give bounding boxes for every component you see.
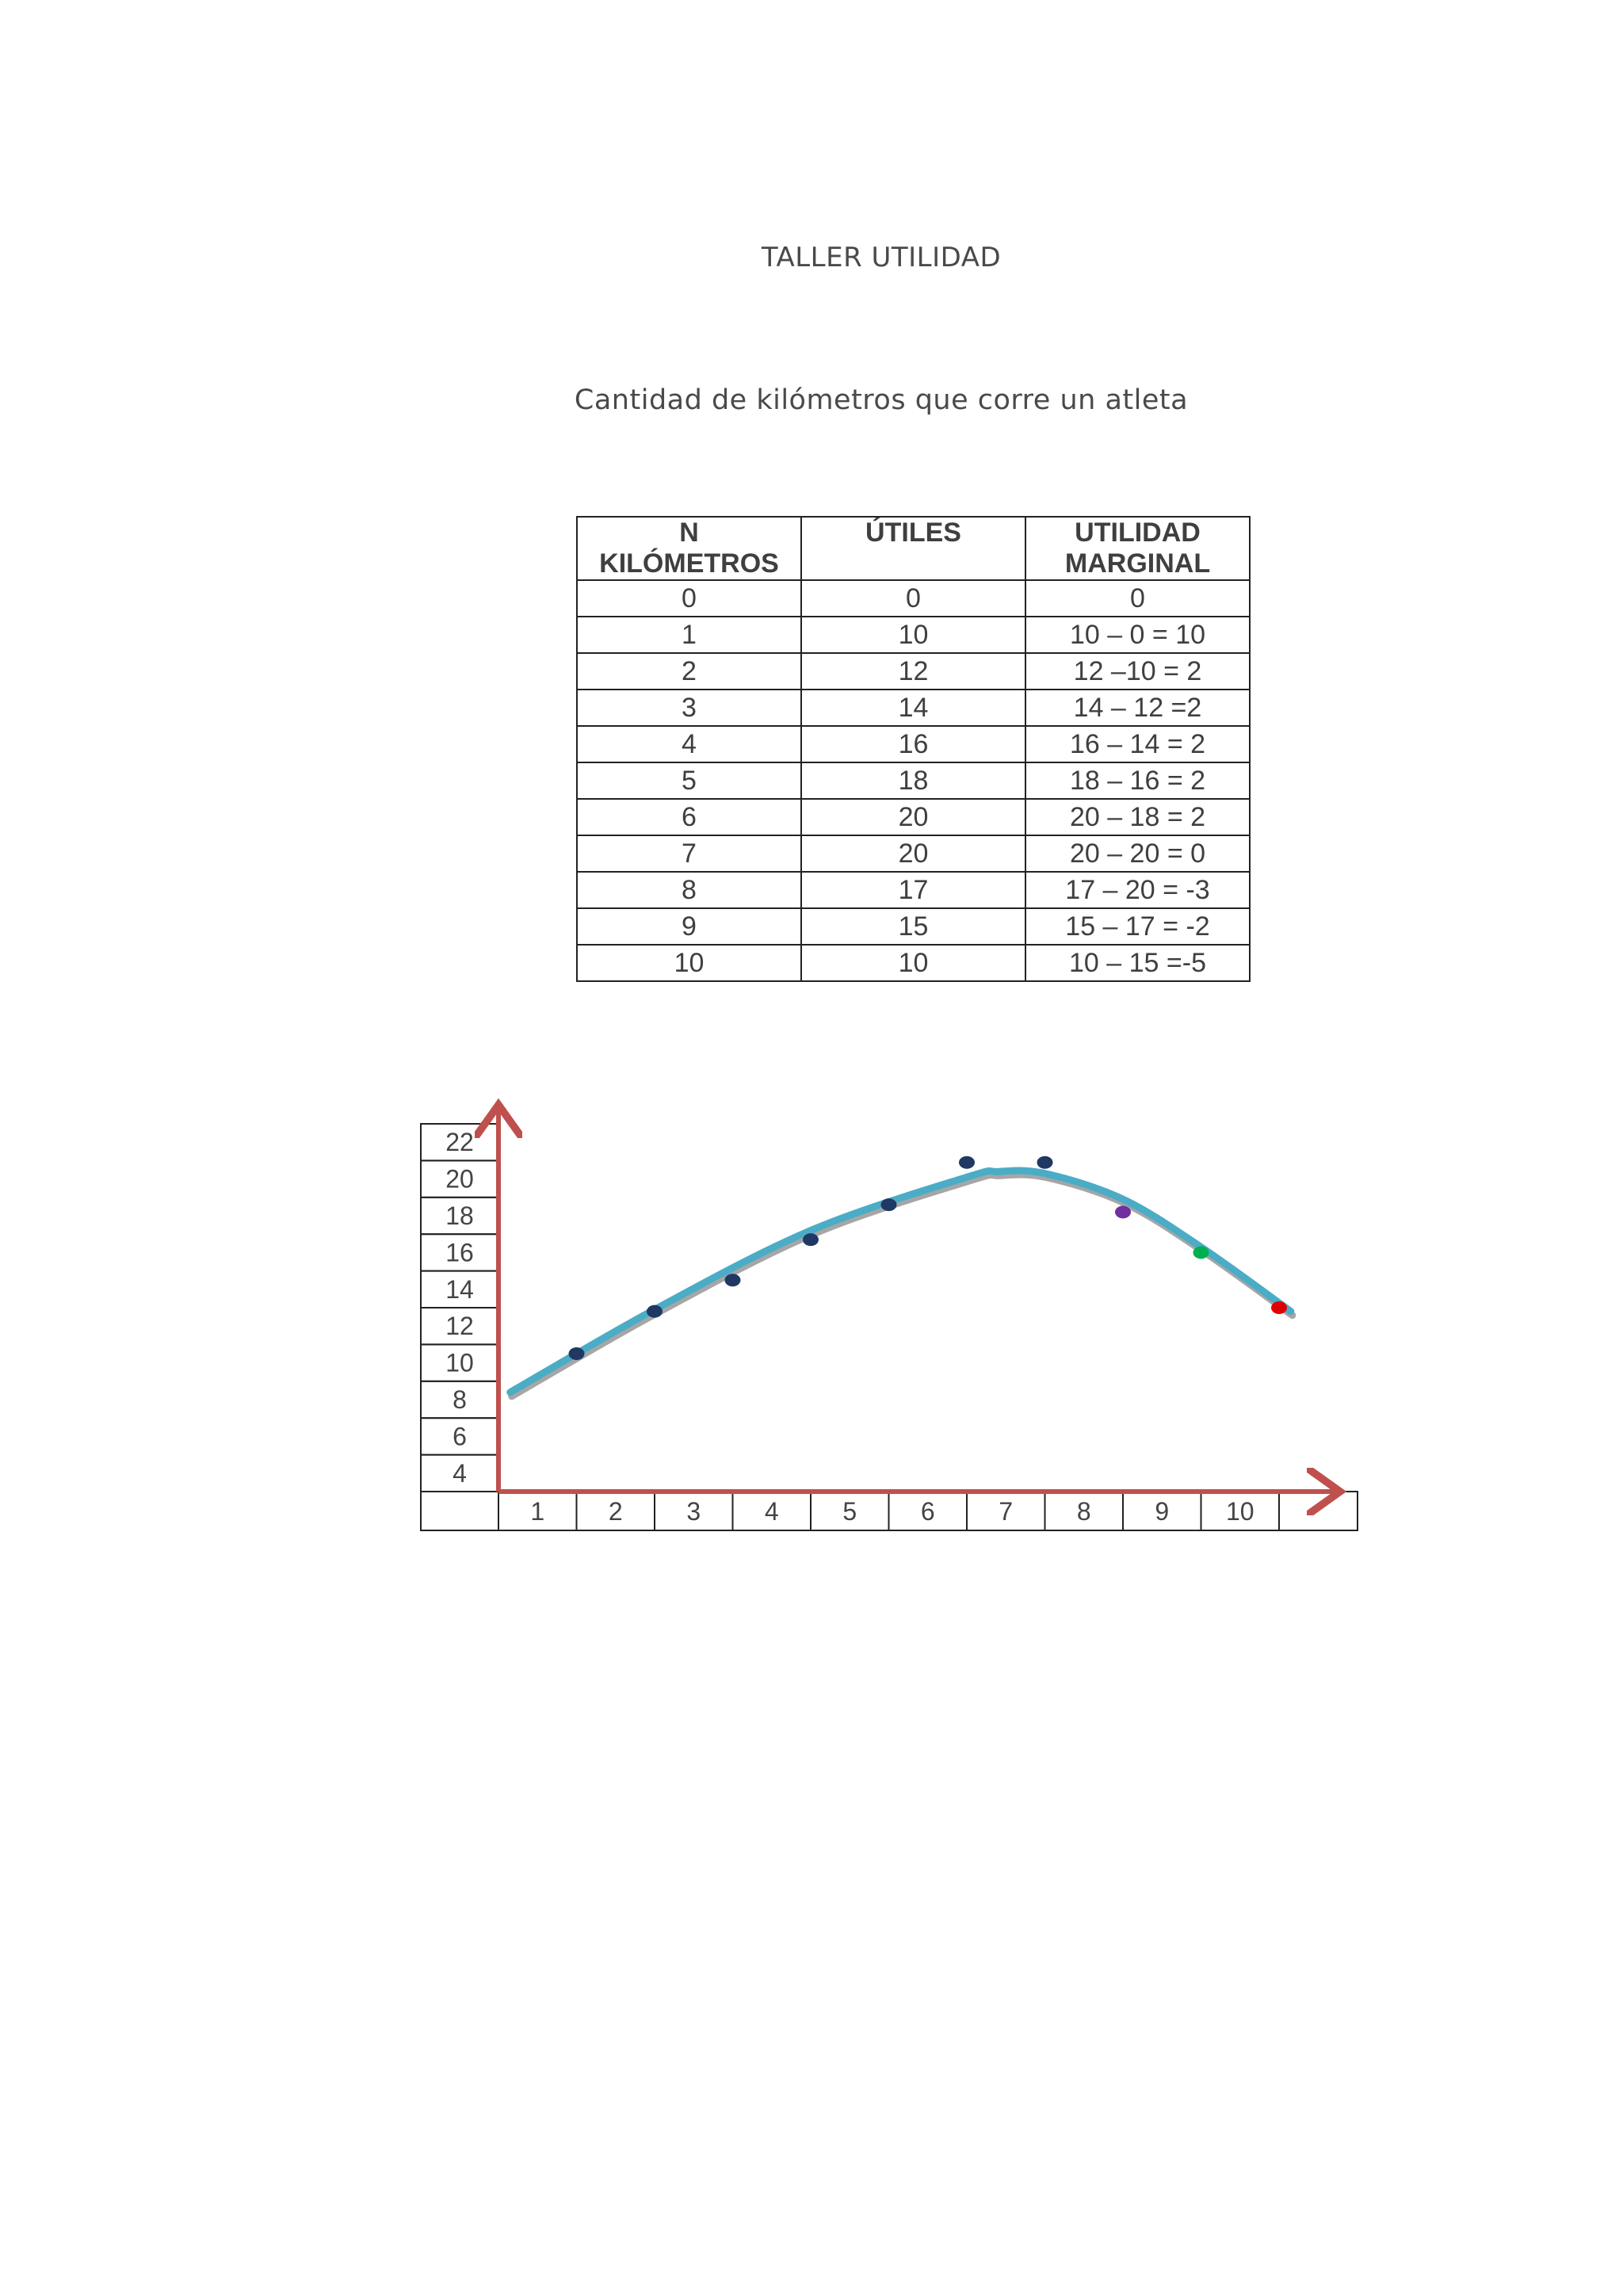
- cell-km: 4: [576, 725, 802, 763]
- chart-axes: [498, 1110, 1335, 1492]
- x-tick-label: 1: [530, 1497, 544, 1526]
- y-tick-label: 6: [453, 1422, 467, 1450]
- table-row: 9 15 15 – 17 = -2: [576, 907, 1251, 946]
- x-tick-label: 4: [765, 1497, 779, 1526]
- cell-utiles: 12: [800, 652, 1026, 690]
- cell-utiles: 10: [800, 616, 1026, 654]
- cell-km: 1: [576, 616, 802, 654]
- cell-utiles: 17: [800, 871, 1026, 909]
- trend-line: [506, 1167, 1295, 1396]
- cell-marginal: 14 – 12 =2: [1025, 689, 1251, 727]
- data-point: [724, 1274, 741, 1287]
- cell-marginal: 18 – 16 = 2: [1025, 762, 1251, 800]
- cell-utiles: 20: [800, 835, 1026, 873]
- table-row: 1 10 10 – 0 = 10: [576, 616, 1251, 654]
- y-tick-label: 18: [445, 1201, 474, 1230]
- cell-km: 9: [576, 907, 802, 946]
- cell-marginal: 0: [1025, 579, 1251, 617]
- table-header-row: N KILÓMETROS ÚTILES UTILIDAD MARGINAL: [576, 516, 1251, 581]
- table-row: 4 16 16 – 14 = 2: [576, 725, 1251, 763]
- cell-utiles: 14: [800, 689, 1026, 727]
- data-point: [1193, 1246, 1209, 1259]
- x-tick-label: 3: [686, 1497, 701, 1526]
- x-tick-label: 8: [1077, 1497, 1091, 1526]
- data-point: [880, 1198, 897, 1212]
- cell-km: 6: [576, 798, 802, 836]
- table-row: 3 14 14 – 12 =2: [576, 689, 1251, 727]
- cell-km: 10: [576, 944, 802, 982]
- data-point: [1271, 1301, 1287, 1314]
- cell-km: 7: [576, 835, 802, 873]
- cell-km: 2: [576, 652, 802, 690]
- cell-marginal: 10 – 15 =-5: [1025, 944, 1251, 982]
- table-row: 8 17 17 – 20 = -3: [576, 871, 1251, 909]
- data-point: [1115, 1205, 1131, 1219]
- cell-marginal: 17 – 20 = -3: [1025, 871, 1251, 909]
- trailing-cell: [1278, 1491, 1358, 1531]
- cell-marginal: 16 – 14 = 2: [1025, 725, 1251, 763]
- x-tick-label: 9: [1155, 1497, 1169, 1526]
- corner-cell: [420, 1491, 499, 1531]
- cell-km: 8: [576, 871, 802, 909]
- data-point: [959, 1156, 975, 1169]
- trend-line-shadow: [508, 1171, 1296, 1400]
- x-tick-label: 7: [999, 1497, 1013, 1526]
- y-tick-label: 10: [445, 1349, 474, 1377]
- x-tick-label: 10: [1226, 1497, 1254, 1526]
- cell-km: 3: [576, 689, 802, 727]
- cell-utiles: 18: [800, 762, 1026, 800]
- cell-km: 5: [576, 762, 802, 800]
- data-point: [568, 1347, 585, 1360]
- header-utilidad-marginal: UTILIDAD MARGINAL: [1025, 516, 1251, 581]
- chart-trend-line: [506, 1167, 1296, 1400]
- data-point: [803, 1233, 819, 1247]
- y-tick-label: 8: [453, 1385, 467, 1414]
- cell-marginal: 20 – 18 = 2: [1025, 798, 1251, 836]
- cell-utiles: 20: [800, 798, 1026, 836]
- cell-utiles: 15: [800, 907, 1026, 946]
- y-tick-label: 4: [453, 1459, 467, 1488]
- table-body: 0 0 0 1 10 10 – 0 = 10 2 12 12 –10 = 2 3 14 14 – 12…: [576, 579, 1251, 982]
- document-title: TALLER UTILIDAD: [761, 242, 1002, 273]
- cell-marginal: 10 – 0 = 10: [1025, 616, 1251, 654]
- document-subtitle: Cantidad de kilómetros que corre un atle…: [574, 384, 1189, 416]
- cell-marginal: 20 – 20 = 0: [1025, 835, 1251, 873]
- y-tick-label: 12: [445, 1312, 474, 1340]
- data-point: [1037, 1156, 1053, 1169]
- chart-points: [568, 1156, 1287, 1360]
- cell-km: 0: [576, 579, 802, 617]
- cell-utiles: 0: [800, 579, 1026, 617]
- header-utiles: ÚTILES: [800, 516, 1026, 581]
- table-row: 2 12 12 –10 = 2: [576, 652, 1251, 690]
- header-n-kilometros: N KILÓMETROS: [576, 516, 802, 581]
- y-tick-label: 20: [445, 1165, 474, 1194]
- y-tick-label: 14: [445, 1275, 474, 1304]
- table-row: 6 20 20 – 18 = 2: [576, 798, 1251, 836]
- x-tick-label: 6: [921, 1497, 935, 1526]
- y-tick-label: 16: [445, 1238, 474, 1266]
- cell-marginal: 12 –10 = 2: [1025, 652, 1251, 690]
- table-row: 10 10 10 – 15 =-5: [576, 944, 1251, 982]
- y-tick-label: 22: [445, 1128, 474, 1156]
- cell-marginal: 15 – 17 = -2: [1025, 907, 1251, 946]
- table-row: 5 18 18 – 16 = 2: [576, 762, 1251, 800]
- x-tick-label: 5: [842, 1497, 857, 1526]
- table-row: 7 20 20 – 20 = 0: [576, 835, 1251, 873]
- utility-table: N KILÓMETROS ÚTILES UTILIDAD MARGINAL 0 0 0 1 10…: [576, 516, 1251, 982]
- cell-utiles: 10: [800, 944, 1026, 982]
- cell-utiles: 16: [800, 725, 1026, 763]
- x-tick-label: 2: [609, 1497, 623, 1526]
- data-point: [647, 1305, 663, 1318]
